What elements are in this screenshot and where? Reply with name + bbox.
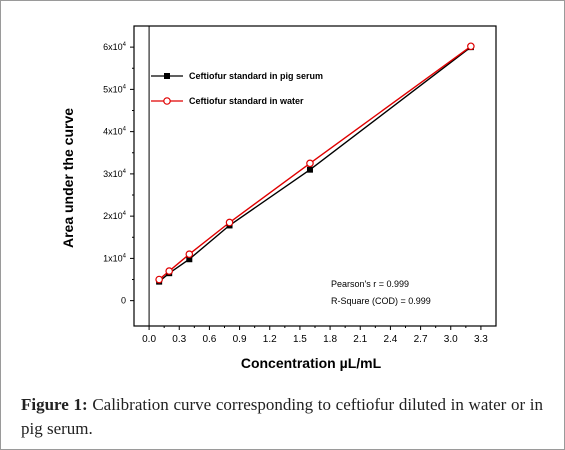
x-axis: 0.0 0.3 0.6 0.9 1.2 1.5 1.8 2.1 2.4 2.7 3.0 3.3 <box>142 326 488 345</box>
x-tick-label: 3.0 <box>444 334 458 345</box>
x-tick-label: 2.4 <box>383 334 397 345</box>
caption-label: Figure 1: <box>21 395 88 414</box>
r-square-annotation: R-Square (COD) = 0.999 <box>331 296 431 306</box>
legend-marker-water <box>163 97 171 105</box>
legend-marker-pig-serum <box>164 73 170 79</box>
x-tick-label: 0.6 <box>202 334 216 345</box>
series-2-point <box>185 250 194 258</box>
x-tick-label: 1.5 <box>293 334 307 345</box>
legend-label-water: Ceftiofur standard in water <box>189 96 304 106</box>
x-tick-label: 0.0 <box>142 334 156 345</box>
figure-caption: Figure 1: Calibration curve correspondin… <box>21 393 543 441</box>
x-tick-label: 1.2 <box>263 334 277 345</box>
chart: 0.0 0.3 0.6 0.9 1.2 1.5 1.8 2.1 2.4 2.7 3.0 3.3 0 1x… <box>60 25 497 371</box>
series-1-point <box>306 166 313 173</box>
y-tick-label: 4x104 <box>103 127 127 137</box>
y-axis: 0 1x104 2x104 3x104 4x104 5x104 6x104 <box>103 42 134 306</box>
legend: Ceftiofur standard in pig serum Ceftiofu… <box>151 71 323 106</box>
y-tick-label: 5x104 <box>103 84 127 94</box>
x-tick-label: 2.7 <box>414 334 428 345</box>
pearson-annotation: Pearson's r = 0.999 <box>331 279 409 289</box>
x-tick-label: 1.8 <box>323 334 337 345</box>
x-tick-label: 2.1 <box>353 334 367 345</box>
y-tick-label: 3x104 <box>103 169 127 179</box>
y-tick-label: 6x104 <box>103 42 127 52</box>
series-line-1 <box>158 46 472 283</box>
x-tick-label: 3.3 <box>474 334 488 345</box>
series-1-point <box>186 256 193 263</box>
series-2-point <box>306 159 314 168</box>
x-tick-label: 0.3 <box>172 334 186 345</box>
x-axis-title: Concentration µL/mL <box>241 355 382 371</box>
y-tick-label: 2x104 <box>103 211 127 221</box>
x-tick-label: 0.9 <box>233 334 247 345</box>
y-axis-title: Area under the curve <box>60 108 76 248</box>
caption-text: Calibration curve corresponding to cefti… <box>21 395 544 438</box>
y-tick-label: 0 <box>121 296 126 306</box>
series-2-point <box>165 267 173 275</box>
series-2-point <box>467 42 475 51</box>
series-layer <box>155 42 475 285</box>
legend-label-pig-serum: Ceftiofur standard in pig serum <box>189 71 323 81</box>
series-2-point <box>155 275 163 284</box>
y-tick-label: 1x104 <box>103 253 127 263</box>
series-2-point <box>225 218 234 227</box>
